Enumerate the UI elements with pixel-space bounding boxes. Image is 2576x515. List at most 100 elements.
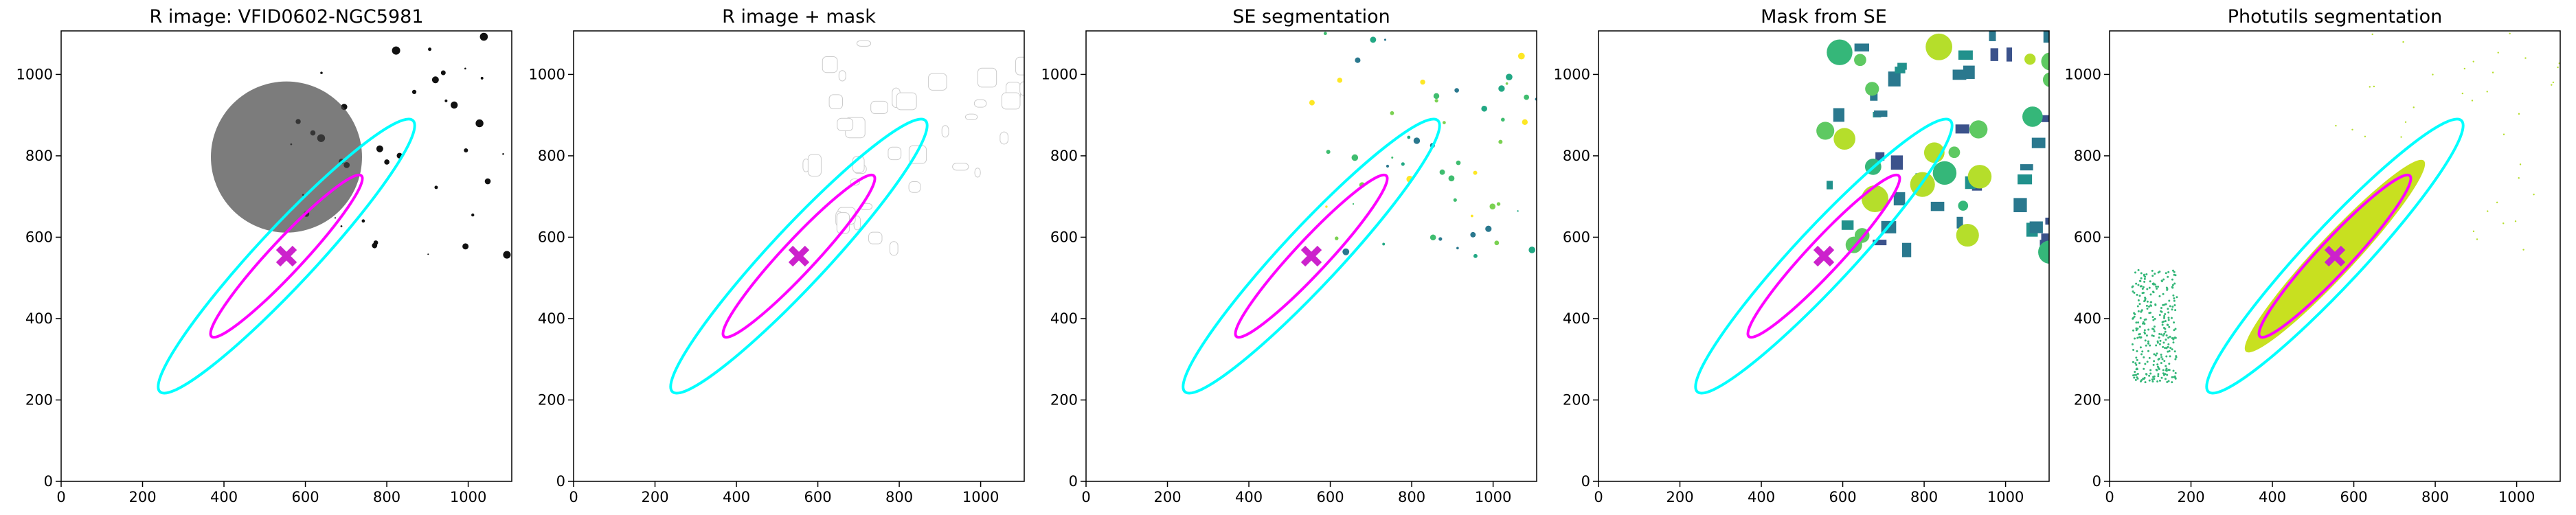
x-tick-label: 0 [2105, 489, 2114, 505]
segment [2138, 325, 2141, 328]
segment [1678, 188, 1684, 194]
segment [1370, 36, 1377, 43]
segment [2487, 210, 2489, 212]
segment [2172, 341, 2175, 344]
segment [2137, 310, 2140, 312]
segment [2171, 286, 2173, 288]
outer-ellipse [1182, 117, 1441, 395]
segment [2143, 331, 2146, 334]
segment [1438, 237, 1443, 241]
segment [2160, 353, 2162, 356]
mask-square [2261, 216, 2266, 225]
mask-blob [1242, 41, 1252, 56]
segment [1470, 214, 1473, 218]
segment [2162, 341, 2165, 344]
mask-circle [2238, 106, 2256, 124]
segment [2160, 280, 2163, 283]
segment [1517, 210, 1519, 212]
segment [2471, 100, 2474, 102]
segment [2156, 340, 2159, 343]
segment [2167, 345, 2169, 348]
star [427, 253, 429, 255]
x-tick-label: 1000 [1475, 489, 1511, 505]
x-tick-label: 800 [2421, 489, 2449, 505]
mask-circle [1932, 161, 1957, 185]
segment [2167, 275, 2169, 278]
segment [2162, 334, 2165, 337]
segment [1626, 5, 1628, 7]
mask-square [1854, 43, 1870, 52]
mask-blob [1032, 83, 1046, 93]
segment [1750, 155, 1752, 157]
segment [2164, 312, 2167, 315]
segment [2151, 316, 2154, 319]
segment [2145, 273, 2148, 276]
segment [2171, 348, 2173, 351]
segment [2158, 379, 2161, 382]
segment [2143, 322, 2146, 325]
mask-blob [1041, 199, 1057, 209]
segment [2160, 376, 2163, 379]
y-tick-label: 600 [1050, 229, 1078, 245]
segment [2171, 381, 2173, 384]
segment [2567, 141, 2568, 143]
mask-blob [1229, 223, 1237, 229]
x-tick-label: 400 [723, 489, 750, 505]
segment [2502, 222, 2505, 225]
segment [1407, 135, 1411, 139]
outer-ellipse [2205, 117, 2465, 395]
center-marker [788, 245, 810, 267]
mask-blob [1208, 88, 1219, 94]
segment [2132, 317, 2134, 320]
mask-square [2226, 78, 2235, 91]
mask-blob [1057, 183, 1065, 191]
segment [2149, 280, 2151, 283]
mask-blob [928, 73, 947, 91]
segment [1382, 242, 1386, 246]
segment [2151, 269, 2154, 272]
segment [2134, 378, 2137, 381]
mask-blob [1183, 14, 1188, 25]
mask-circle [2056, 113, 2070, 127]
segment [1544, 124, 1546, 126]
segment [2151, 328, 2154, 330]
star [475, 119, 484, 128]
segment [2509, 32, 2511, 35]
segment [2162, 320, 2165, 323]
mask-blob [1127, 27, 1142, 44]
segment [2171, 376, 2173, 378]
segment [2149, 293, 2152, 296]
y-tick-label: 1000 [1041, 66, 1078, 82]
segment [1588, 1, 1592, 6]
segment [2165, 286, 2168, 289]
segment [1390, 111, 1394, 115]
segment [2142, 378, 2145, 380]
segment [1710, 197, 1713, 200]
panel-title: R image + mask [722, 6, 876, 27]
segment [1442, 121, 1446, 124]
segment [2160, 307, 2162, 310]
mask-blob [856, 40, 872, 47]
segment [2170, 317, 2173, 319]
y-tick-label: 600 [2074, 229, 2101, 245]
mask-square [1955, 124, 1969, 134]
segment [2148, 379, 2151, 382]
segment [2174, 328, 2177, 330]
x-tick-label: 200 [2177, 489, 2204, 505]
star [536, 191, 540, 194]
segment [1670, 81, 1673, 84]
segment [2139, 346, 2142, 349]
segment [1352, 203, 1355, 205]
segment [1481, 105, 1487, 112]
segment [2145, 373, 2148, 376]
mask-blob [1228, 239, 1235, 259]
segment [2172, 269, 2175, 272]
mask-square [1889, 0, 1895, 6]
image-bg [1024, 31, 1475, 481]
segment [2171, 284, 2174, 286]
segment [2496, 201, 2498, 204]
segment [1448, 175, 1455, 182]
segment [2158, 295, 2161, 297]
segment [2174, 358, 2177, 360]
star [519, 1, 524, 5]
